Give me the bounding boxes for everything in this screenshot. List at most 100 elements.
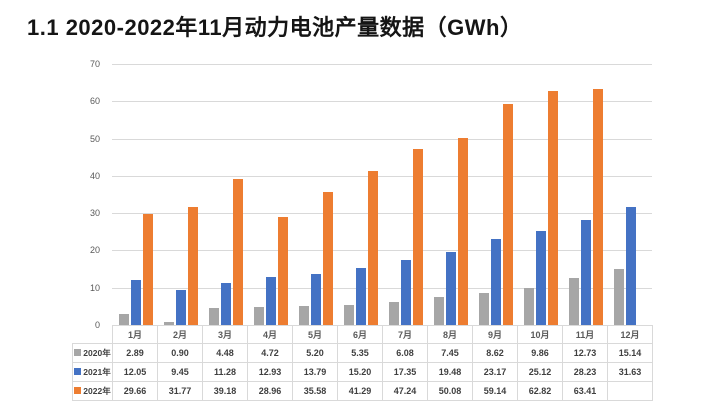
bar-2021年-1月 (131, 280, 141, 325)
value-cell-2021年-8月: 19.48 (427, 362, 473, 382)
value-cell-2022年-4月: 28.96 (247, 381, 293, 401)
table-row-2020年: 2020年 2.89 0.90 4.48 4.72 5.20 5.35 6.08 7.45 8.6… (72, 343, 653, 363)
bar-2020年-9月 (479, 292, 489, 325)
value-cell-2021年-7月: 17.35 (382, 362, 428, 382)
bar-2022年-1月 (143, 214, 153, 325)
bar-2020年-6月 (344, 305, 354, 325)
y-axis-tick-70: 70 (89, 59, 100, 69)
bar-2021年-9月 (491, 238, 501, 325)
month-header-12月: 12月 (607, 325, 653, 344)
bar-2022年-6月 (368, 171, 378, 325)
month-header-7月: 7月 (382, 325, 428, 344)
month-header-2月: 2月 (157, 325, 203, 344)
value-cell-2022年-10月: 62.82 (517, 381, 563, 401)
value-cell-2021年-3月: 11.28 (202, 362, 248, 382)
gridline-y60 (112, 101, 652, 103)
value-cell-2021年-5月: 13.79 (292, 362, 338, 382)
value-cell-2020年-8月: 7.45 (427, 343, 473, 363)
bar-2021年-5月 (311, 273, 321, 325)
bar-2020年-1月 (119, 314, 129, 325)
value-cell-2020年-3月: 4.48 (202, 343, 248, 363)
y-axis-tick-10: 10 (89, 282, 100, 293)
bar-2021年-10月 (536, 231, 546, 325)
legend-label: 2020年 (83, 348, 111, 358)
value-cell-2022年-2月: 31.77 (157, 381, 203, 401)
legend-marker-icon (74, 349, 82, 357)
bar-2021年-6月 (356, 268, 366, 325)
bar-2021年-7月 (401, 260, 411, 325)
value-cell-2020年-6月: 5.35 (337, 343, 383, 363)
month-header-9月: 9月 (472, 325, 518, 344)
month-header-8月: 8月 (427, 325, 473, 344)
month-header-4月: 4月 (247, 325, 293, 344)
value-cell-2021年-4月: 12.93 (247, 362, 293, 382)
bar-2020年-5月 (299, 305, 309, 325)
bar-2021年-11月 (581, 219, 591, 325)
gridline-y20 (112, 250, 652, 252)
value-cell-2022年-12月 (607, 381, 653, 401)
value-cell-2020年-10月: 9.86 (517, 343, 563, 363)
legend-key-2020年: 2020年 (72, 343, 113, 363)
value-cell-2022年-7月: 47.24 (382, 381, 428, 401)
bar-2021年-4月 (266, 276, 276, 325)
chart-data-table: 1月 2月 3月 4月 5月 6月 7月 8月 9月 10月 11月 12月 2020年 2.89 0.90… (72, 325, 653, 401)
value-cell-2021年-9月: 23.17 (472, 362, 518, 382)
legend-label: 2022年 (83, 386, 111, 396)
table-month-header-row: 1月 2月 3月 4月 5月 6月 7月 8月 9月 10月 11月 12月 (72, 325, 653, 344)
month-header-3月: 3月 (202, 325, 248, 344)
y-axis-tick-50: 50 (89, 133, 100, 144)
bar-2020年-12月 (614, 268, 624, 325)
value-cell-2022年-5月: 35.58 (292, 381, 338, 401)
bar-2022年-8月 (458, 138, 468, 325)
legend-key-2022年: 2022年 (72, 381, 113, 401)
value-cell-2021年-11月: 28.23 (562, 362, 608, 382)
legend-label: 2021年 (83, 367, 111, 377)
bar-2020年-2月 (164, 321, 174, 325)
bar-2021年-8月 (446, 252, 456, 325)
bar-2020年-8月 (434, 297, 444, 325)
bar-2020年-7月 (389, 302, 399, 325)
value-cell-2022年-8月: 50.08 (427, 381, 473, 401)
month-header-10月: 10月 (517, 325, 563, 344)
y-axis-tick-30: 30 (89, 208, 100, 219)
bar-2020年-10月 (524, 288, 534, 325)
value-cell-2020年-4月: 4.72 (247, 343, 293, 363)
gridline-y30 (112, 213, 652, 215)
bar-2022年-9月 (503, 104, 513, 325)
value-cell-2022年-9月: 59.14 (472, 381, 518, 401)
bar-2022年-2月 (188, 206, 198, 325)
bar-2022年-11月 (593, 88, 603, 325)
y-axis-tick-0: 0 (94, 320, 100, 330)
month-header-1月: 1月 (112, 325, 158, 344)
y-axis-tick-20: 20 (89, 245, 100, 256)
bar-2021年-2月 (176, 289, 186, 325)
bar-2021年-3月 (221, 282, 231, 325)
table-row-2022年: 2022年 29.66 31.77 39.18 28.96 35.58 41.29 47.24… (72, 381, 653, 401)
bar-2022年-3月 (233, 178, 243, 325)
value-cell-2021年-6月: 15.20 (337, 362, 383, 382)
legend-marker-icon (74, 387, 82, 395)
gridline-y50 (112, 138, 652, 140)
value-cell-2020年-9月: 8.62 (472, 343, 518, 363)
table-corner-cell (72, 325, 113, 344)
month-header-6月: 6月 (337, 325, 383, 344)
value-cell-2020年-7月: 6.08 (382, 343, 428, 363)
gridline-y40 (112, 175, 652, 177)
legend-key-2021年: 2021年 (72, 362, 113, 382)
month-header-5月: 5月 (292, 325, 338, 344)
month-header-11月: 11月 (562, 325, 608, 344)
bar-2022年-7月 (413, 148, 423, 325)
page-title: 1.1 2020-2022年11月动力电池产量数据（GWh） (27, 15, 523, 40)
bar-2022年-10月 (548, 90, 558, 325)
value-cell-2020年-5月: 5.20 (292, 343, 338, 363)
value-cell-2021年-10月: 25.12 (517, 362, 563, 382)
y-axis-tick-60: 60 (89, 96, 100, 107)
legend-marker-icon (74, 368, 82, 376)
value-cell-2021年-2月: 9.45 (157, 362, 203, 382)
bar-2021年-12月 (626, 207, 636, 325)
value-cell-2022年-11月: 63.41 (562, 381, 608, 401)
table-row-2021年: 2021年 12.05 9.45 11.28 12.93 13.79 15.20 17.35 1… (72, 362, 653, 382)
value-cell-2020年-1月: 2.89 (112, 343, 158, 363)
bar-2022年-4月 (278, 217, 288, 325)
